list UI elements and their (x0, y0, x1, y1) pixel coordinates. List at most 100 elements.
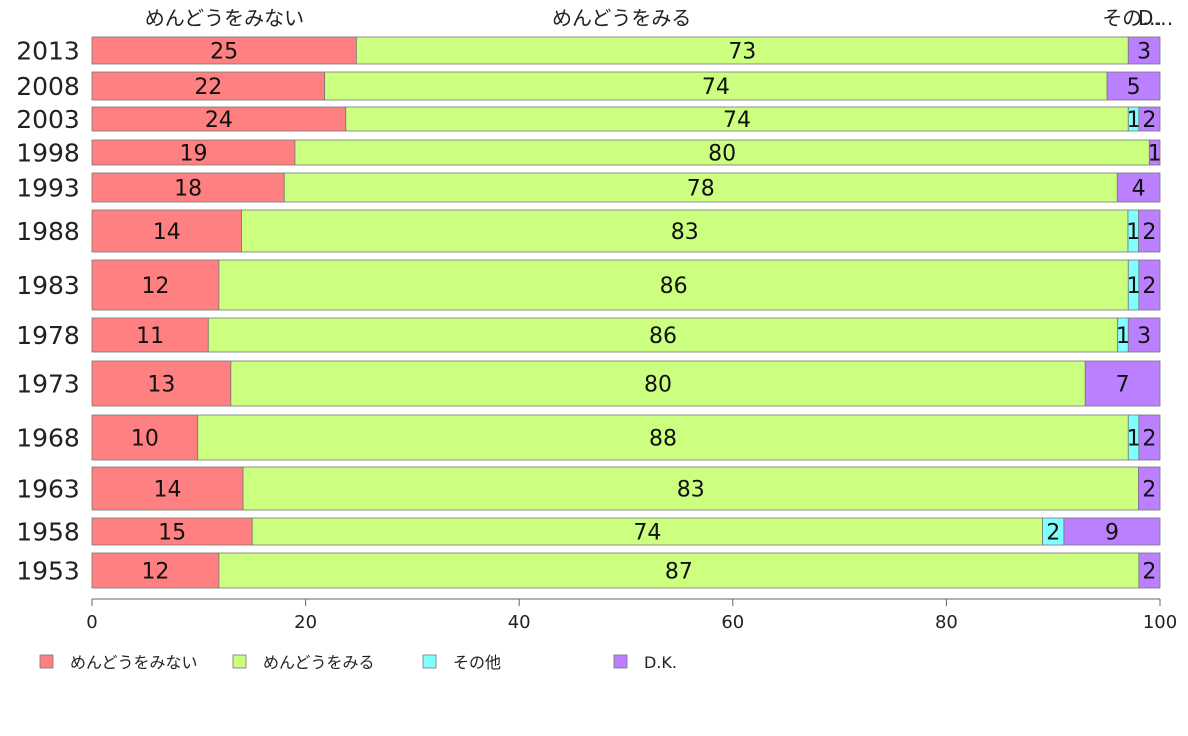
bar-segment (1138, 106, 1161, 132)
bar-segment (1148, 139, 1161, 166)
year-label: 2008 (16, 72, 80, 101)
value-label: 74 (723, 108, 751, 133)
value-label: 18 (174, 177, 202, 202)
year-label: 1983 (16, 271, 80, 300)
legend-label: めんどうをみない (70, 653, 198, 672)
value-label: 86 (660, 274, 688, 299)
bar-segment (283, 172, 1118, 203)
bar-segment (218, 259, 1129, 311)
column-header: めんどうをみる (552, 6, 691, 30)
bar-segment (355, 36, 1129, 65)
year-label: 2013 (16, 37, 80, 66)
value-label: 5 (1127, 75, 1141, 100)
bar-segment (1138, 209, 1161, 253)
value-label: 19 (179, 142, 207, 167)
x-tick-label: 20 (294, 612, 317, 633)
legend-label: D.K. (644, 653, 677, 672)
bar-segment (230, 360, 1086, 407)
bar-segment (294, 139, 1150, 166)
value-label: 24 (205, 108, 233, 133)
bar-segment (1138, 259, 1161, 311)
value-label: 13 (147, 373, 175, 398)
column-header: D… (1138, 6, 1173, 30)
bar-segment (91, 517, 253, 546)
value-label: 83 (677, 478, 705, 503)
legend-swatch (422, 654, 437, 669)
bar-segment (1127, 36, 1161, 65)
year-label: 1993 (16, 174, 80, 203)
column-header: その… (1102, 6, 1162, 30)
bar-segment (1138, 552, 1161, 589)
bar-segment (91, 172, 285, 203)
value-label: 7 (1116, 373, 1130, 398)
legend-swatch (39, 654, 54, 669)
value-label: 9 (1105, 521, 1119, 546)
value-label: 10 (131, 427, 159, 452)
value-label: 14 (153, 220, 181, 245)
value-label: 25 (210, 40, 238, 65)
x-tick-label: 40 (508, 612, 531, 633)
bar-segment (251, 517, 1043, 546)
year-label: 1953 (16, 557, 80, 586)
value-label: 86 (649, 324, 677, 349)
value-label: 74 (702, 75, 730, 100)
legend-label: その他 (453, 653, 501, 672)
legend-label: めんどうをみる (263, 653, 375, 672)
value-label: 2 (1142, 108, 1156, 133)
value-label: 15 (158, 521, 186, 546)
value-label: 73 (728, 40, 756, 65)
bar-segment (1116, 172, 1161, 203)
bar-segment (1138, 414, 1161, 461)
year-label: 1998 (16, 139, 80, 168)
bar-segment (1106, 71, 1161, 101)
value-label: 88 (649, 427, 677, 452)
x-tick-label: 80 (935, 612, 958, 633)
value-label: 1 (1127, 108, 1141, 133)
value-label: 78 (687, 177, 715, 202)
legend-swatch (232, 654, 247, 669)
bar-segment (91, 317, 209, 353)
value-label: 3 (1137, 40, 1151, 65)
value-label: 1 (1148, 142, 1162, 167)
year-label: 1958 (16, 518, 80, 547)
bar-segment (324, 71, 1108, 101)
bar-segment (345, 106, 1129, 132)
bar-segment (197, 414, 1129, 461)
bar-segment (1127, 317, 1161, 353)
value-label: 2 (1142, 274, 1156, 299)
value-label: 2 (1142, 478, 1156, 503)
bar-segment (207, 317, 1119, 353)
bar-segment (1084, 360, 1161, 407)
bar-segment (91, 209, 242, 253)
bar-segment (241, 209, 1129, 253)
year-label: 1978 (16, 321, 80, 350)
legend-swatch (613, 654, 628, 669)
value-label: 74 (633, 521, 661, 546)
value-label: 83 (671, 220, 699, 245)
value-label: 22 (194, 75, 222, 100)
x-tick-label: 100 (1143, 612, 1177, 633)
bar-segment (1063, 517, 1161, 546)
bar-segment (91, 259, 220, 311)
x-tick-label: 0 (86, 612, 97, 633)
bar-segment (91, 414, 199, 461)
value-label: 80 (644, 373, 672, 398)
bar-segment (91, 360, 232, 407)
bar-segment (91, 552, 220, 589)
column-header: めんどうをみない (145, 6, 304, 30)
value-label: 1 (1116, 324, 1130, 349)
bar-segment (91, 71, 326, 101)
bar-segment (91, 36, 357, 65)
value-label: 12 (141, 274, 169, 299)
x-tick-label: 60 (721, 612, 744, 633)
year-label: 1988 (16, 217, 80, 246)
value-label: 4 (1132, 177, 1146, 202)
value-label: 3 (1137, 324, 1151, 349)
year-label: 1973 (16, 370, 80, 399)
year-label: 1968 (16, 424, 80, 453)
value-label: 1 (1127, 427, 1141, 452)
value-label: 12 (141, 560, 169, 585)
value-label: 14 (154, 478, 182, 503)
value-label: 2 (1046, 521, 1060, 546)
